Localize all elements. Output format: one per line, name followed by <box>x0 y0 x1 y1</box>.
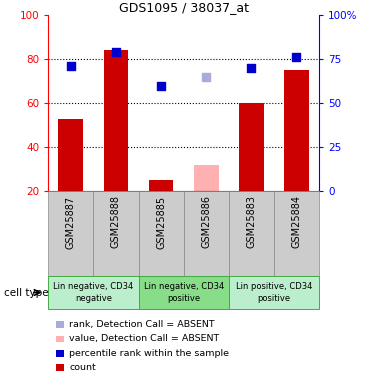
Bar <box>58 118 83 191</box>
Bar <box>194 165 219 191</box>
Bar <box>229 191 274 276</box>
Text: GSM25888: GSM25888 <box>111 195 121 249</box>
Bar <box>229 276 319 309</box>
Bar <box>239 103 264 191</box>
Bar <box>138 191 184 276</box>
Bar <box>184 191 229 276</box>
Bar <box>284 70 309 191</box>
Point <box>113 49 119 55</box>
Text: GSM25883: GSM25883 <box>246 195 256 249</box>
Bar <box>93 191 138 276</box>
Bar <box>274 191 319 276</box>
Text: cell type: cell type <box>4 288 48 297</box>
Text: GSM25884: GSM25884 <box>292 195 302 249</box>
Point <box>158 82 164 88</box>
Text: percentile rank within the sample: percentile rank within the sample <box>69 349 229 358</box>
Text: count: count <box>69 363 96 372</box>
Text: Lin positive, CD34
positive: Lin positive, CD34 positive <box>236 282 312 303</box>
Text: GSM25887: GSM25887 <box>66 195 76 249</box>
Bar <box>48 191 93 276</box>
Point <box>68 63 74 69</box>
Text: GSM25885: GSM25885 <box>156 195 166 249</box>
Text: rank, Detection Call = ABSENT: rank, Detection Call = ABSENT <box>69 320 215 329</box>
Point <box>249 65 255 71</box>
Text: Lin negative, CD34
negative: Lin negative, CD34 negative <box>53 282 134 303</box>
Point <box>293 54 299 60</box>
Bar <box>48 276 138 309</box>
Bar <box>104 50 128 191</box>
Text: GSM25886: GSM25886 <box>201 195 211 249</box>
Text: value, Detection Call = ABSENT: value, Detection Call = ABSENT <box>69 334 220 344</box>
Bar <box>138 276 229 309</box>
Title: GDS1095 / 38037_at: GDS1095 / 38037_at <box>119 1 249 14</box>
Bar <box>149 180 174 191</box>
Text: Lin negative, CD34
positive: Lin negative, CD34 positive <box>144 282 224 303</box>
Point <box>203 74 209 80</box>
